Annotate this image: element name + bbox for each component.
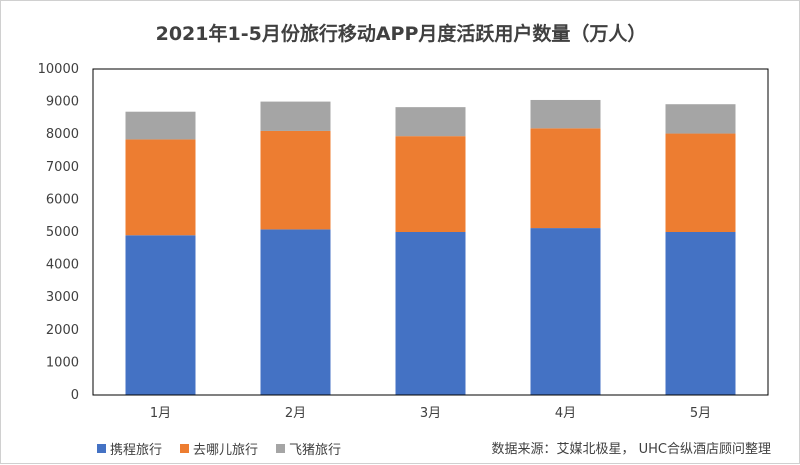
y-tick-label: 0 (71, 388, 79, 403)
legend: 携程旅行 去哪儿旅行 飞猪旅行 (97, 439, 341, 458)
bar-segment-fliggy-1 (125, 111, 196, 140)
y-tick-label: 6000 (46, 192, 79, 207)
y-tick-label: 5000 (46, 225, 79, 240)
bar-segment-ctrip-5 (665, 232, 736, 395)
y-tick-label: 3000 (46, 290, 79, 305)
bar-segment-qunar-1 (125, 139, 196, 236)
y-tick-label: 2000 (46, 323, 79, 338)
legend-swatch-fliggy (276, 444, 286, 453)
bar-segment-fliggy-2 (260, 101, 331, 131)
legend-label-qunar: 去哪儿旅行 (193, 443, 259, 458)
legend-label-ctrip: 携程旅行 (110, 443, 163, 458)
y-tick-label: 9000 (46, 95, 79, 110)
plot-area-border (92, 68, 769, 396)
legend-label-fliggy: 飞猪旅行 (289, 443, 342, 458)
bar-segment-ctrip-2 (260, 229, 331, 395)
bar-segment-qunar-3 (395, 136, 466, 232)
bar-segment-fliggy-5 (665, 104, 736, 134)
y-tick-label: 4000 (46, 258, 79, 273)
y-tick-label: 7000 (46, 160, 79, 175)
y-tick-label: 1000 (46, 355, 79, 370)
x-tick-label: 1月 (150, 406, 171, 421)
legend-item-ctrip: 携程旅行 (97, 439, 162, 458)
legend-item-fliggy: 飞猪旅行 (276, 439, 341, 458)
legend-item-qunar: 去哪儿旅行 (180, 439, 258, 458)
bar-segment-ctrip-4 (530, 228, 601, 395)
bar-segment-fliggy-3 (395, 107, 466, 137)
x-tick-label: 5月 (690, 406, 711, 421)
data-source-note: 数据来源：艾媒北极星， UHC合纵酒店顾问整理 (491, 442, 771, 457)
legend-swatch-ctrip (97, 444, 106, 453)
bar-segment-qunar-5 (665, 133, 736, 232)
x-tick-label: 3月 (420, 406, 441, 421)
x-tick-label: 2月 (285, 406, 306, 421)
bar-segment-ctrip-3 (395, 232, 466, 395)
bar-segment-ctrip-1 (125, 235, 196, 395)
chart-title: 2021年1-5月份旅行移动APP月度活跃用户数量（万人） (155, 23, 647, 45)
y-tick-label: 10000 (38, 62, 79, 77)
legend-swatch-qunar (180, 444, 190, 453)
y-tick-label: 8000 (46, 127, 79, 142)
bar-segment-qunar-4 (530, 128, 601, 229)
x-tick-label: 4月 (555, 406, 576, 421)
bar-segment-fliggy-4 (530, 99, 601, 129)
bar-segment-qunar-2 (260, 130, 331, 230)
